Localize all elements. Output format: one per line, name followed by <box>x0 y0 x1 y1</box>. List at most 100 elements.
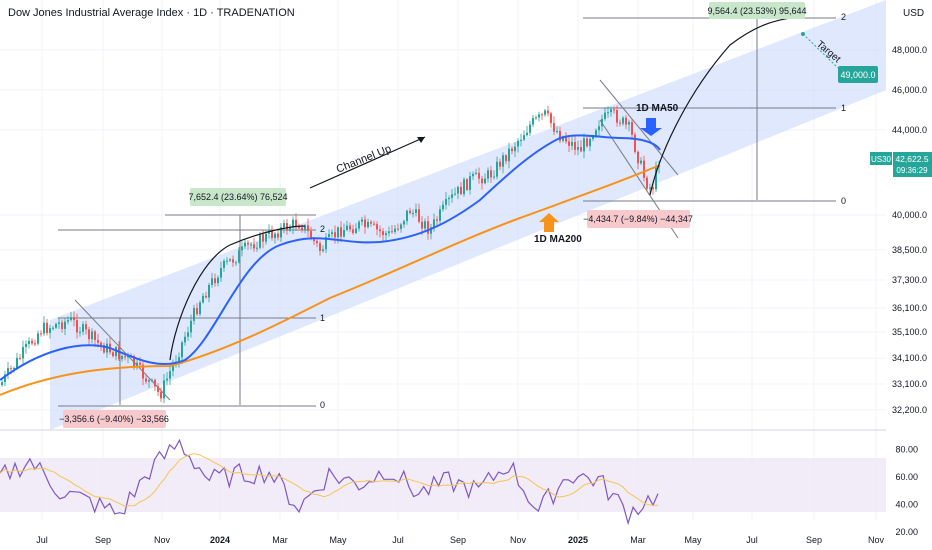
candle-body <box>403 221 405 225</box>
candle-body <box>538 114 540 118</box>
candle-body <box>193 308 195 321</box>
rsi-tick-label: 20.00 <box>895 527 918 537</box>
candle-body <box>412 212 414 214</box>
candle-body <box>484 178 486 184</box>
candle-body <box>367 221 369 228</box>
candle-body <box>448 197 450 200</box>
projection-arc-1 <box>169 225 306 361</box>
candle-body <box>163 380 165 399</box>
candle-body <box>523 135 525 140</box>
candle-body <box>46 322 48 334</box>
candle-body <box>472 173 474 177</box>
candle-body <box>565 137 567 142</box>
candle-body <box>253 244 255 249</box>
candle-body <box>223 260 225 269</box>
candle-body <box>352 229 354 234</box>
candle-body <box>19 357 21 359</box>
candle-body <box>445 199 447 205</box>
candle-body <box>493 176 495 178</box>
rsi-axis[interactable]: 80.00 60.00 40.00 20.00 <box>895 445 918 537</box>
candle-body <box>580 147 582 152</box>
fib-0-label-a: 0 <box>320 400 325 410</box>
time-axis[interactable]: Jul Sep Nov 2024 Mar May Jul Sep Nov 2025 Mar May Ju… <box>36 535 884 545</box>
candle-body <box>232 259 234 263</box>
time-tick-label: May <box>684 535 702 545</box>
candle-body <box>370 221 372 224</box>
candle-body <box>511 148 513 152</box>
price-tick-label: 36,100.0 <box>892 303 927 313</box>
candle-body <box>559 131 561 141</box>
candle-body <box>625 117 627 125</box>
fib-1-label-b: 1 <box>841 103 846 113</box>
candle-body <box>436 219 438 221</box>
measure-tag-3 <box>587 210 690 228</box>
candle-body <box>433 219 435 228</box>
rsi-tick-label: 80.00 <box>895 445 918 455</box>
time-tick-label: Jul <box>746 535 758 545</box>
candle-body <box>439 209 441 221</box>
candle-body <box>331 232 333 235</box>
candle-body <box>127 355 129 358</box>
candle-body <box>31 340 33 344</box>
candle-body <box>118 347 120 360</box>
candle-body <box>214 278 216 284</box>
channel-up-arrowhead <box>417 137 425 143</box>
candle-body <box>235 262 237 264</box>
candle-body <box>103 345 105 353</box>
candle-body <box>169 371 171 379</box>
rsi-line <box>0 438 659 526</box>
candle-body <box>631 122 633 135</box>
candle-body <box>178 357 180 362</box>
candle-body <box>598 126 600 131</box>
ma50-label: 1D MA50 <box>636 103 679 114</box>
candle-body <box>94 331 96 341</box>
candle-body <box>601 118 603 127</box>
candle-body <box>148 380 150 382</box>
candle-body <box>619 122 621 124</box>
candle-body <box>157 386 159 392</box>
price-axis[interactable]: 48,000.0 46,000.0 44,000.0 40,000.0 38,500.0… <box>886 0 932 550</box>
candle-body <box>190 320 192 333</box>
time-tick-label: Nov <box>510 535 527 545</box>
candle-body <box>424 221 426 229</box>
candle-body <box>97 340 99 343</box>
candle-body <box>49 328 51 334</box>
candle-body <box>454 193 456 195</box>
candle-body <box>379 229 381 232</box>
candle-body <box>460 186 462 195</box>
ma200-arrow <box>539 213 559 232</box>
candle-body <box>34 343 36 345</box>
candle-body <box>652 187 654 190</box>
time-tick-label: Sep <box>450 535 466 545</box>
price-tick-label: 34,100.0 <box>892 353 927 363</box>
candle-body <box>535 117 537 119</box>
time-tick-label: 2025 <box>568 535 588 545</box>
rsi-tick-label: 40.00 <box>895 500 918 510</box>
rsi-ma-line <box>0 453 658 507</box>
candle-body <box>526 132 528 136</box>
candle-body <box>634 134 636 152</box>
candle-body <box>268 230 270 234</box>
channel-up-arrow <box>309 136 426 189</box>
ma200-label: 1D MA200 <box>534 234 582 245</box>
candle-body <box>364 219 366 228</box>
candle-body <box>499 161 501 167</box>
measure-tag-3-text: −4,434.7 (−9.84%) −44,347 <box>583 214 693 224</box>
time-tick-label: Jul <box>36 535 48 545</box>
candle-body <box>421 221 423 229</box>
candle-body <box>337 227 339 238</box>
candle-body <box>520 139 522 141</box>
candle-body <box>340 227 342 237</box>
candle-body <box>184 336 186 343</box>
candle-body <box>442 204 444 210</box>
candle-body <box>151 379 153 381</box>
candle-body <box>100 342 102 346</box>
price-tick-label: 35,100.0 <box>892 327 927 337</box>
price-tick-label: 40,000.0 <box>892 210 927 220</box>
currency-label: USD <box>903 8 924 19</box>
candle-body <box>583 138 585 152</box>
candle-body <box>181 342 183 358</box>
time-tick-label: Nov <box>868 535 885 545</box>
candle-body <box>325 237 327 250</box>
